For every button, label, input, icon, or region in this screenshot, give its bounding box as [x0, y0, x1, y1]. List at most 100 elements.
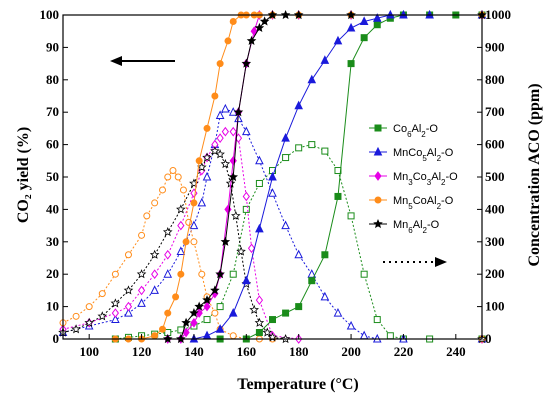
- data-point: [268, 171, 277, 181]
- y-right-tick-label: 300: [485, 234, 505, 249]
- legend-item-mn3co3: Mn3Co3Al2-O: [369, 171, 458, 187]
- data-point: [215, 149, 225, 159]
- data-point: [194, 301, 204, 311]
- legend-label: Mn6Al2-O: [393, 219, 440, 235]
- data-point: [97, 311, 108, 321]
- data-point: [373, 146, 383, 156]
- data-point: [174, 173, 182, 181]
- data-point: [333, 35, 343, 45]
- data-point: [242, 275, 251, 285]
- data-point: [321, 147, 329, 155]
- y-left-tick-label: 40: [46, 201, 59, 216]
- data-point: [172, 293, 180, 301]
- data-point: [149, 249, 160, 259]
- data-point: [177, 220, 185, 231]
- data-point: [241, 58, 252, 68]
- legend-item-co6: Co6Al2-O: [369, 123, 438, 139]
- data-point: [169, 167, 177, 175]
- data-point: [250, 26, 258, 37]
- arrow-left-indicator: [110, 56, 175, 66]
- y-left-tick-label: 80: [46, 72, 59, 87]
- data-point: [249, 304, 259, 314]
- data-point: [242, 126, 251, 136]
- data-point: [123, 285, 134, 295]
- data-point: [255, 223, 264, 233]
- data-point: [159, 186, 167, 194]
- data-point: [190, 188, 198, 199]
- data-point: [124, 251, 132, 259]
- data-point: [190, 199, 198, 207]
- data-point: [202, 295, 212, 305]
- data-point: [111, 314, 120, 324]
- data-point: [182, 327, 190, 338]
- y-left-tick-label: 20: [46, 266, 59, 281]
- data-point: [151, 332, 159, 340]
- data-point: [308, 141, 316, 149]
- data-point: [203, 316, 211, 324]
- data-point: [255, 179, 263, 187]
- data-point: [164, 249, 172, 260]
- data-point: [124, 301, 133, 312]
- legend-label: Mn5CoAl2-O: [393, 195, 454, 211]
- data-point: [229, 270, 237, 278]
- y-left-tick-label: 30: [46, 234, 59, 249]
- data-point: [164, 173, 172, 181]
- data-point: [202, 171, 212, 181]
- data-point: [246, 35, 257, 46]
- data-point: [72, 312, 80, 320]
- data-point: [215, 110, 225, 119]
- y-axis-right-title: Concentration ACO (ppm): [526, 83, 543, 266]
- y-right-tick-label: 700: [485, 104, 505, 119]
- data-point: [269, 316, 276, 324]
- data-point: [151, 199, 159, 207]
- y-left-tick-label: 60: [46, 137, 59, 152]
- data-point: [224, 37, 232, 45]
- data-point: [295, 144, 303, 152]
- data-point: [359, 16, 369, 25]
- data-point: [110, 298, 121, 308]
- data-point: [210, 146, 220, 156]
- data-point: [136, 269, 147, 279]
- data-point: [162, 227, 173, 237]
- data-point: [320, 291, 330, 301]
- data-point: [198, 270, 206, 278]
- legend-label: Co6Al2-O: [393, 123, 438, 139]
- data-point: [181, 317, 191, 327]
- data-point: [233, 107, 244, 117]
- data-point: [359, 330, 369, 340]
- data-point: [333, 307, 343, 317]
- legend-item-mnco5: MnCo5Al2-O: [369, 146, 454, 163]
- legend-item-mn5co: Mn5CoAl2-O: [369, 195, 454, 211]
- data-point: [124, 307, 133, 317]
- data-point: [177, 270, 185, 278]
- data-point: [346, 22, 356, 32]
- data-point: [71, 324, 81, 334]
- data-point: [151, 269, 159, 280]
- data-point: [195, 157, 203, 165]
- data-point: [254, 317, 265, 327]
- data-point: [321, 251, 329, 259]
- data-point: [307, 74, 317, 84]
- data-point: [220, 159, 231, 169]
- data-point: [176, 246, 186, 256]
- y-left-tick-label: 100: [40, 7, 60, 22]
- data-point: [137, 285, 146, 296]
- data-point: [282, 154, 290, 162]
- x-tick-label: 100: [79, 344, 99, 359]
- data-point: [111, 308, 119, 318]
- arrow-right-indicator: [383, 257, 447, 267]
- data-point: [159, 325, 167, 333]
- data-point: [137, 298, 146, 307]
- data-point: [163, 269, 173, 278]
- data-point: [221, 126, 229, 137]
- data-point: [211, 309, 219, 317]
- y-right-tick-label: 400: [485, 201, 505, 216]
- data-point: [189, 220, 199, 230]
- data-point: [182, 238, 190, 246]
- data-point: [164, 309, 172, 317]
- data-point: [179, 186, 187, 194]
- y-right-tick-label: 100: [485, 299, 505, 314]
- data-point: [373, 218, 383, 229]
- aco-line-mn6: [62, 150, 482, 340]
